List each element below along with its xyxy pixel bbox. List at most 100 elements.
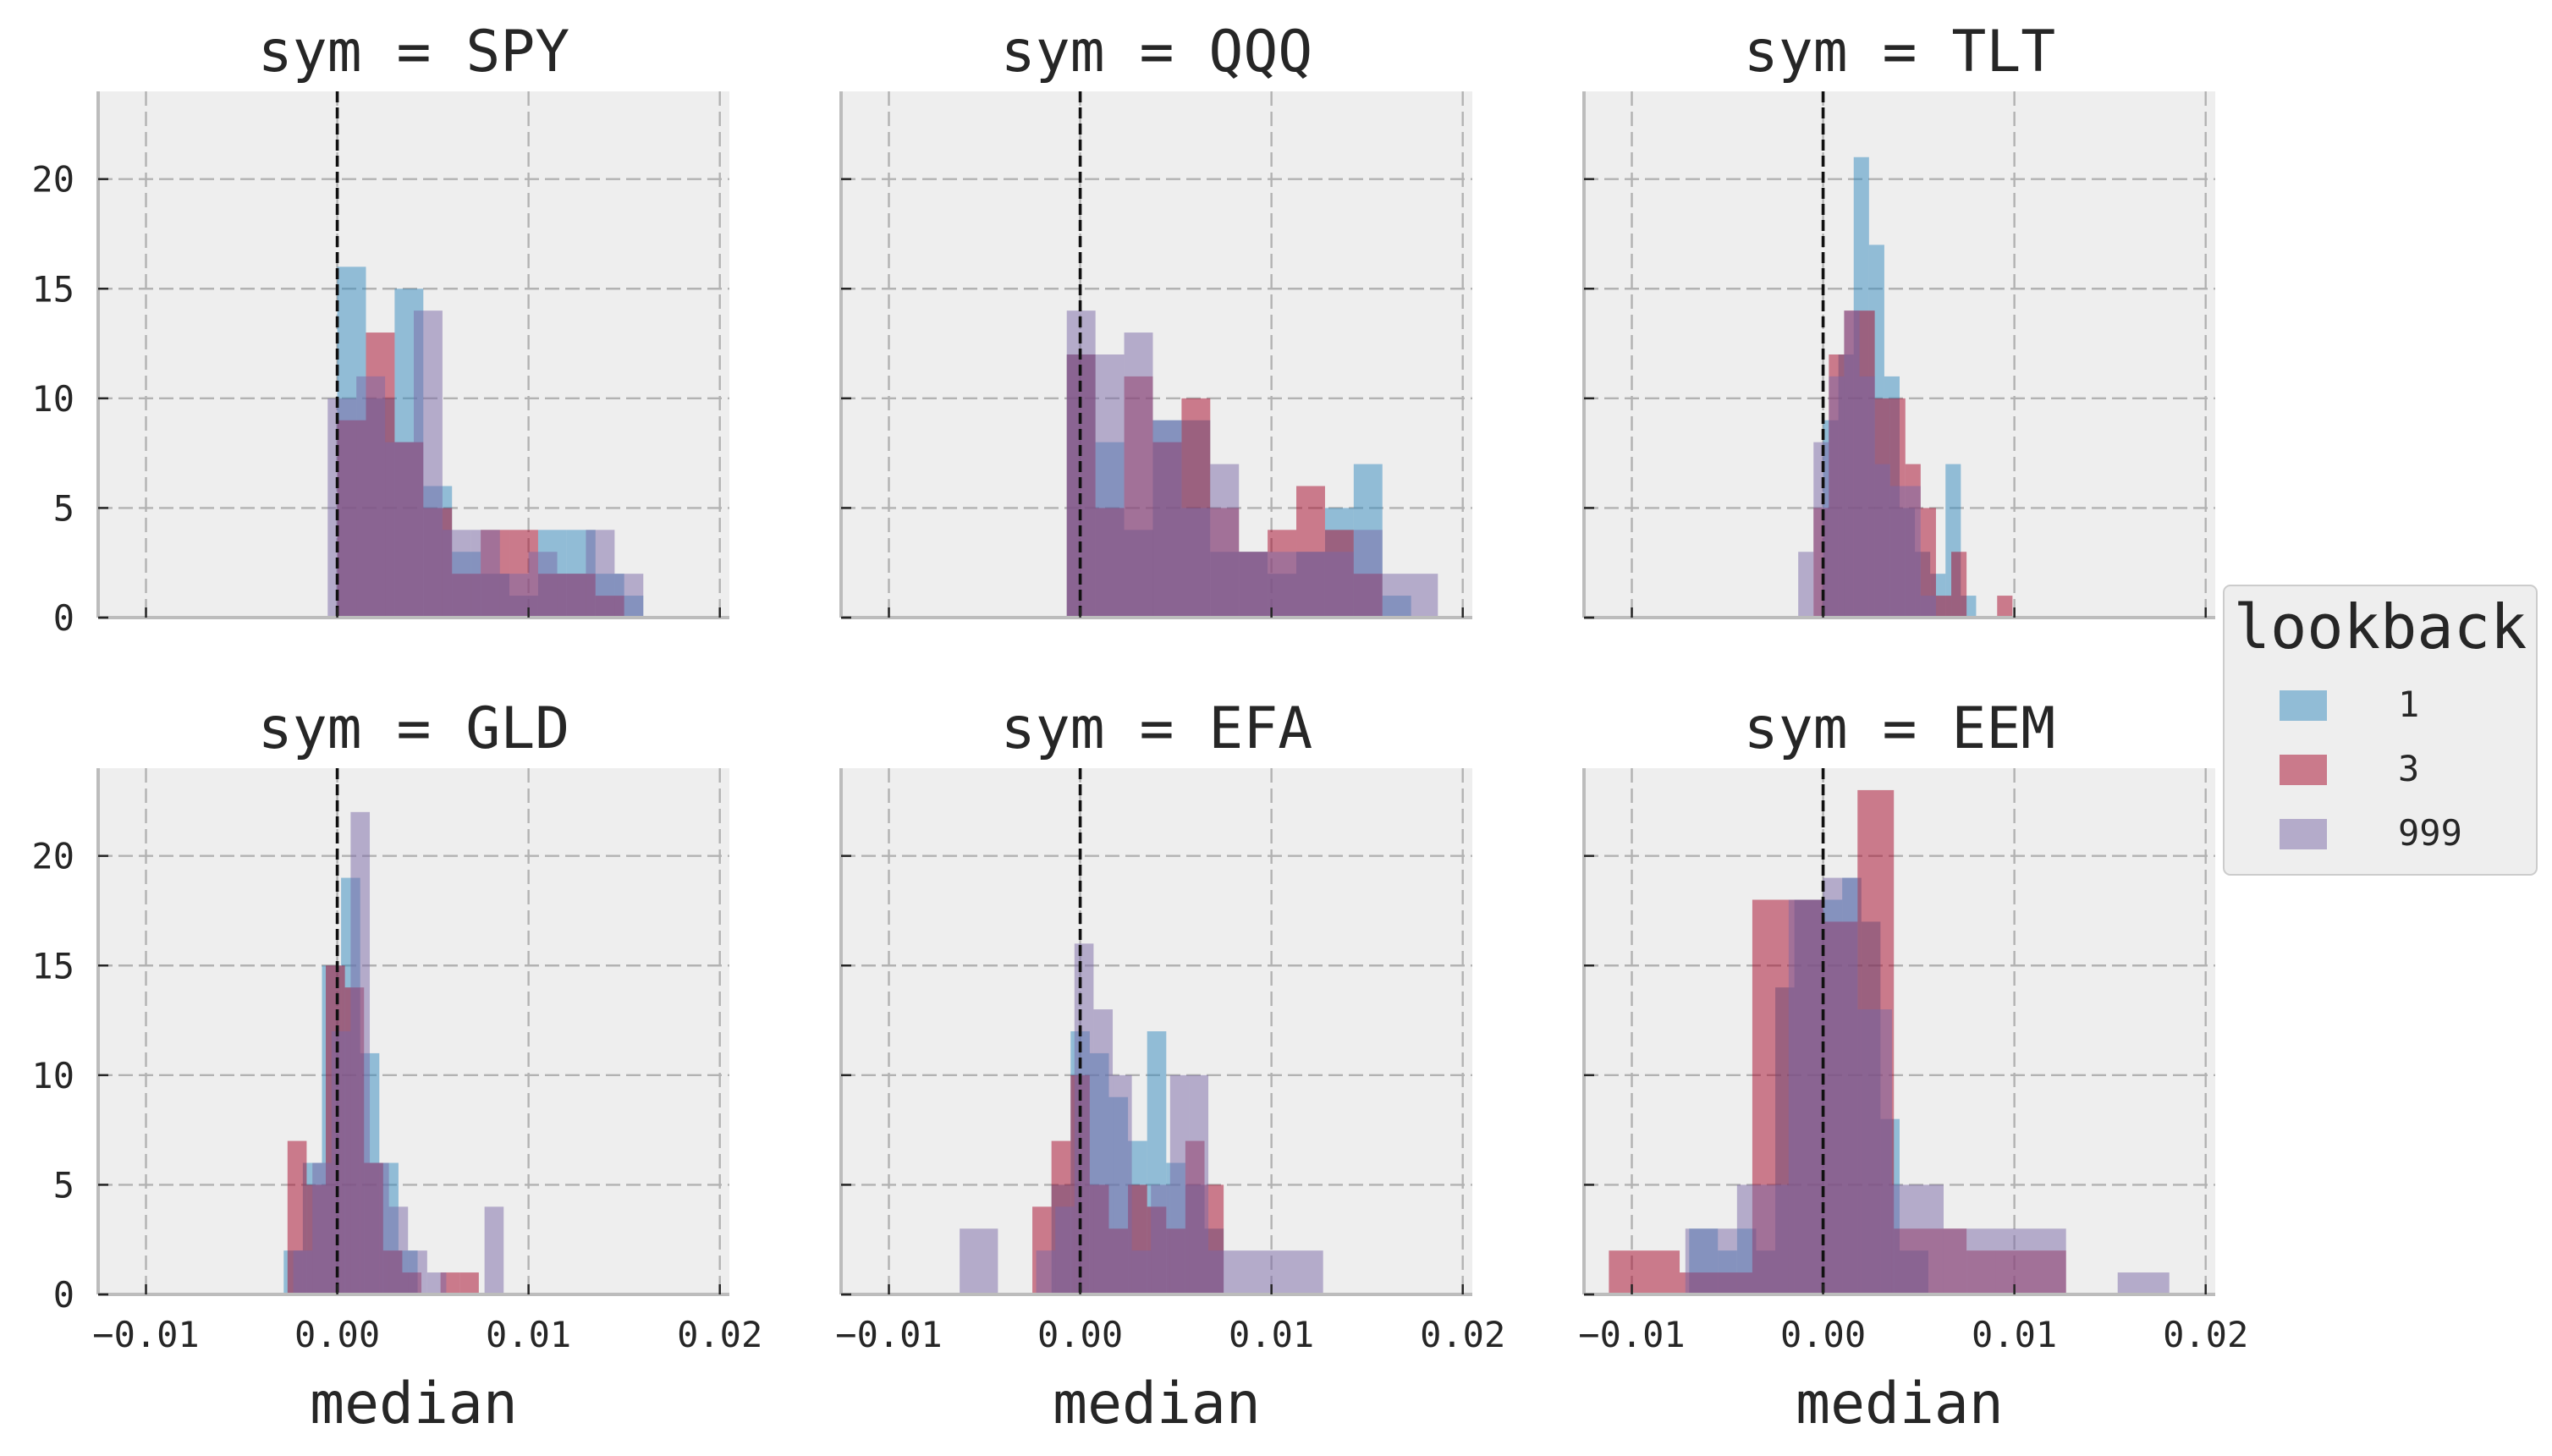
histogram-bar [1798,552,1814,618]
histogram-bar [470,530,500,618]
histogram-bar [1829,376,1845,618]
x-tick-label: 0.02 [2163,1314,2248,1355]
histogram-bar [370,1162,389,1294]
panel-title: sym = QQQ [1001,19,1312,85]
histogram-bar [1891,1184,1944,1294]
facet-panel-spy: sym = SPY 0 5 10 15 20 [31,19,729,639]
legend-title: lookback [2234,591,2527,662]
histogram-series-999 [1685,877,2170,1294]
histogram-bar [385,442,414,618]
y-tick-label: 20 [31,836,74,877]
y-tick-label: 20 [31,159,74,201]
histogram-bar [442,530,471,618]
histogram-bar [1324,552,1354,618]
histogram-series-999 [1798,310,1936,618]
x-axis-label: median [1796,1371,2004,1437]
facet-panel-gld: sym = GLD 0 5 10 15 20 −0.01 0.00 0.01 0.02 median [31,695,762,1437]
legend-label-1: 1 [2398,684,2419,725]
legend-swatch-3 [2280,755,2327,785]
legend-label-3: 3 [2398,748,2419,789]
histogram-bar [1995,1228,2066,1294]
histogram-bar [528,552,558,618]
histogram-bar [1268,552,1297,618]
y-tick-label: 10 [31,378,74,420]
x-tick-label: 0.01 [1972,1314,2057,1355]
histogram-bar [1208,1250,1323,1294]
histogram-bar [1181,508,1211,618]
histogram-bar [1152,420,1182,618]
x-axis-label: median [310,1371,518,1437]
histogram-bar [499,574,529,618]
histogram-bar [1382,574,1438,618]
histogram-bar [293,1250,313,1294]
histogram-bar [614,574,644,618]
histogram-bar [1353,530,1383,618]
histogram-bar [960,1228,998,1294]
legend-swatch-1 [2280,690,2327,721]
histogram-bar [586,530,615,618]
y-tick-label: 10 [31,1055,74,1096]
histogram-bar [331,1031,351,1294]
histogram-bar [1905,486,1921,618]
histogram-bar [1210,464,1240,618]
histogram-bar [1124,332,1153,618]
x-tick-label: −0.01 [835,1314,942,1355]
histogram-bar [1813,442,1829,618]
histogram-bar [414,310,443,618]
histogram-series-999 [327,310,644,618]
panel-title: sym = SPY [258,19,569,85]
x-tick-label: 0.00 [1037,1314,1123,1355]
histogram-bar [1074,943,1094,1294]
histogram-bar [1169,1074,1190,1294]
histogram-bar [484,1206,504,1294]
histogram-bar [327,398,357,618]
histogram-bar [1095,354,1125,618]
x-tick-label: 0.01 [486,1314,571,1355]
histogram-series-999 [1066,310,1438,618]
histogram-bar [2117,1272,2170,1294]
histogram-bar [1859,376,1875,618]
histogram-bar [1889,486,1906,618]
y-tick-label: 0 [53,1274,74,1316]
histogram-bar [1736,1184,1789,1294]
histogram-bar [1189,1074,1209,1294]
legend-label-999: 999 [2398,812,2462,854]
legend: lookback 1 3 999 [2223,585,2538,876]
histogram-bar [1935,596,1952,618]
histogram-bar [557,574,586,618]
histogram-bar [1151,1184,1170,1294]
histogram-bar [1055,1206,1075,1294]
histogram-bar [1685,1228,1737,1294]
facet-panel-qqq: sym = QQQ [839,19,1472,619]
y-tick-label: 0 [53,597,74,639]
histogram-bar [1997,596,2013,618]
panel-title: sym = GLD [258,695,569,762]
histogram-bar [426,1272,447,1294]
histogram-bar [1113,1074,1132,1294]
plot-background [98,768,729,1294]
y-tick-label: 15 [31,268,74,310]
histogram-bar [459,1272,479,1294]
histogram-bar [1943,1228,1996,1294]
facet-panel-tlt: sym = TLT [1582,19,2215,619]
x-tick-label: 0.00 [294,1314,380,1355]
histogram-bar [1036,1250,1056,1294]
histogram-bar [1874,464,1890,618]
histogram-bar [1951,552,1967,618]
histogram-bar [388,1206,409,1294]
histogram-bar [1131,1250,1152,1294]
panel-title: sym = EEM [1744,695,2055,762]
legend-swatch-999 [2280,819,2327,849]
histogram-bar [356,376,386,618]
facet-panel-efa: sym = EFA −0.01 0.00 0.01 0.02 median [835,695,1505,1437]
x-tick-label: 0.01 [1229,1314,1314,1355]
histogram-bar [1788,899,1823,1294]
histogram-series-999 [960,943,1323,1294]
y-tick-label: 5 [53,487,74,529]
histogram-bar [312,1162,332,1294]
histogram-bar [1093,1009,1114,1294]
histogram-bar [1239,552,1268,618]
legend-box [2223,585,2538,876]
y-tick-label: 5 [53,1164,74,1206]
x-axis-label: median [1053,1371,1261,1437]
